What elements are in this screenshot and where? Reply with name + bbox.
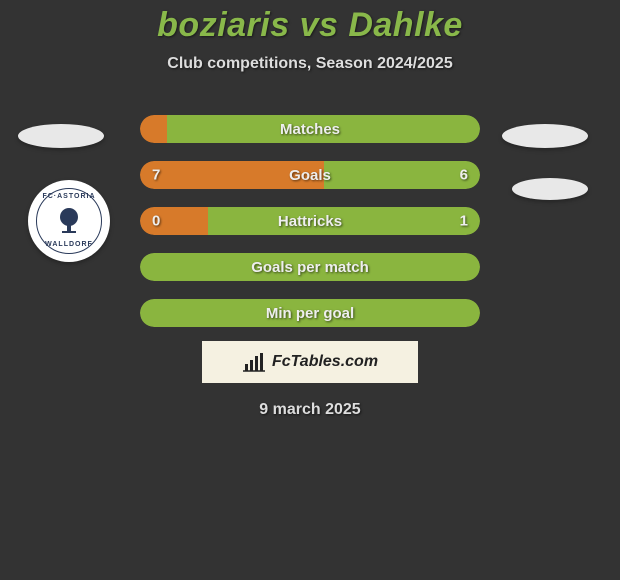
stat-value-right: 1 bbox=[460, 213, 468, 230]
page-subtitle: Club competitions, Season 2024/2025 bbox=[167, 55, 452, 73]
player-right-ellipse bbox=[502, 124, 588, 148]
stat-label: Min per goal bbox=[266, 305, 354, 322]
bar-left bbox=[140, 207, 208, 235]
stat-label: Matches bbox=[280, 121, 340, 138]
page-title: boziaris vs Dahlke bbox=[157, 6, 463, 45]
stat-value-left: 7 bbox=[152, 167, 160, 184]
bar-left bbox=[140, 115, 167, 143]
club-badge-astoria-walldorf: FC·ASTORIA WALLDORF bbox=[28, 180, 110, 262]
club-badge-inner: FC·ASTORIA WALLDORF bbox=[36, 188, 102, 254]
brand-box: FcTables.com bbox=[202, 341, 418, 383]
stat-value-left: 0 bbox=[152, 213, 160, 230]
player-right-ellipse-2 bbox=[512, 178, 588, 200]
stat-row-goals-per-match: Goals per match bbox=[140, 253, 480, 281]
tree-icon bbox=[54, 206, 84, 236]
content-container: boziaris vs Dahlke Club competitions, Se… bbox=[0, 0, 620, 580]
stat-row-goals: Goals 7 6 bbox=[140, 161, 480, 189]
stat-row-min-per-goal: Min per goal bbox=[140, 299, 480, 327]
stat-label: Hattricks bbox=[278, 213, 342, 230]
stat-label: Goals per match bbox=[251, 259, 369, 276]
stat-value-right: 6 bbox=[460, 167, 468, 184]
stat-row-hattricks: Hattricks 0 1 bbox=[140, 207, 480, 235]
badge-text-bottom: WALLDORF bbox=[45, 241, 93, 249]
brand-text: FcTables.com bbox=[272, 353, 378, 371]
bar-right bbox=[208, 207, 480, 235]
player-left-ellipse bbox=[18, 124, 104, 148]
bar-right bbox=[324, 161, 480, 189]
bars-chart-icon bbox=[242, 352, 266, 372]
badge-text-top: FC·ASTORIA bbox=[42, 193, 95, 201]
stat-label: Goals bbox=[289, 167, 331, 184]
date-text: 9 march 2025 bbox=[259, 401, 360, 419]
stat-row-matches: Matches bbox=[140, 115, 480, 143]
